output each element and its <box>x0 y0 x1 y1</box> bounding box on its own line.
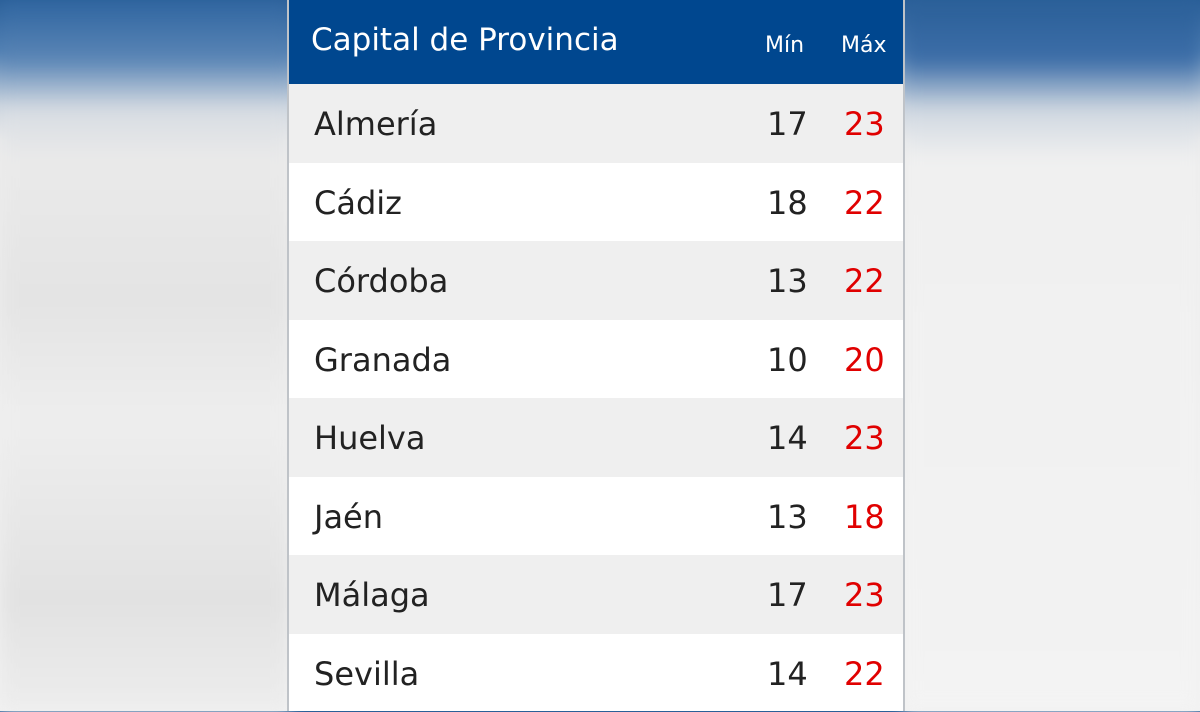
city-name: Sevilla <box>314 655 419 693</box>
max-temp: 18 <box>844 498 885 536</box>
min-temp: 17 <box>767 576 808 614</box>
city-name: Huelva <box>314 419 425 457</box>
city-name: Málaga <box>314 576 430 614</box>
header-min: Mín <box>765 33 804 58</box>
city-name: Córdoba <box>314 262 448 300</box>
min-temp: 14 <box>767 419 808 457</box>
max-temp: 22 <box>844 655 885 693</box>
min-temp: 18 <box>767 184 808 222</box>
city-name: Cádiz <box>314 184 402 222</box>
table-row: Cádiz 18 22 <box>289 163 903 242</box>
max-temp: 23 <box>844 105 885 143</box>
min-temp: 13 <box>767 498 808 536</box>
city-name: Jaén <box>314 498 383 536</box>
city-name: Almería <box>314 105 437 143</box>
header-max: Máx <box>841 33 886 58</box>
max-temp: 22 <box>844 262 885 300</box>
table-header: Capital de Provincia Mín Máx <box>289 0 903 84</box>
max-temp: 22 <box>844 184 885 222</box>
blurred-background-right <box>904 0 1200 711</box>
min-temp: 17 <box>767 105 808 143</box>
table-row: Almería 17 23 <box>289 84 903 163</box>
table-row: Jaén 13 18 <box>289 477 903 556</box>
min-temp: 10 <box>767 341 808 379</box>
city-name: Granada <box>314 341 451 379</box>
table-row: Córdoba 13 22 <box>289 241 903 320</box>
max-temp: 23 <box>844 419 885 457</box>
table-row: Huelva 14 23 <box>289 398 903 477</box>
blurred-background-left <box>0 0 290 711</box>
max-temp: 23 <box>844 576 885 614</box>
table-row: Málaga 17 23 <box>289 555 903 634</box>
header-title: Capital de Provincia <box>311 22 619 58</box>
table-row: Sevilla 14 22 <box>289 634 903 712</box>
table-row: Granada 10 20 <box>289 320 903 399</box>
min-temp: 14 <box>767 655 808 693</box>
max-temp: 20 <box>844 341 885 379</box>
min-temp: 13 <box>767 262 808 300</box>
temperature-table: Capital de Provincia Mín Máx Almería 17 23… <box>287 0 905 711</box>
